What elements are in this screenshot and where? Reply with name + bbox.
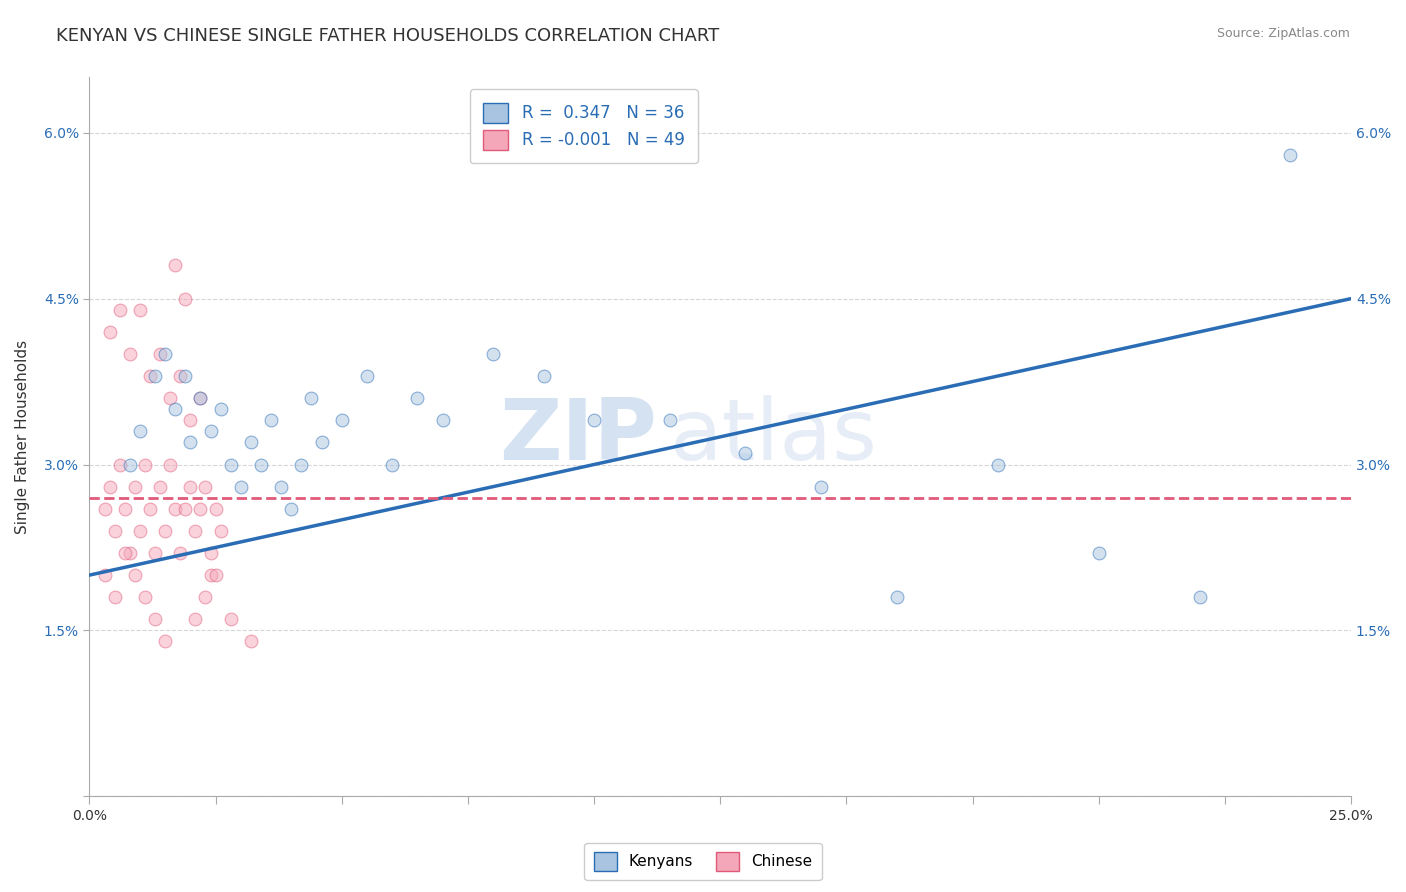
Point [886, 591, 908, 605]
Point [239, 634, 262, 648]
Point [533, 369, 555, 384]
Point [114, 546, 136, 560]
Point [143, 546, 166, 560]
Point [134, 458, 156, 472]
Point [93, 501, 115, 516]
Point [108, 458, 131, 472]
Point [190, 391, 212, 405]
Point [250, 458, 273, 472]
Point [165, 501, 187, 516]
Point [118, 546, 141, 560]
Point [124, 480, 146, 494]
Point [330, 413, 353, 427]
Point [124, 568, 146, 582]
Point [179, 480, 201, 494]
Point [143, 369, 166, 384]
Point [734, 446, 756, 460]
Point [260, 413, 283, 427]
Point [165, 259, 187, 273]
Point [194, 480, 217, 494]
Point [149, 480, 172, 494]
Point [204, 568, 226, 582]
Point [149, 347, 172, 361]
Point [104, 591, 127, 605]
Point [174, 501, 197, 516]
Point [153, 634, 176, 648]
Point [482, 347, 505, 361]
Point [169, 369, 191, 384]
Point [270, 480, 292, 494]
Point [118, 347, 141, 361]
Point [159, 458, 181, 472]
Point [128, 524, 150, 538]
Text: KENYAN VS CHINESE SINGLE FATHER HOUSEHOLDS CORRELATION CHART: KENYAN VS CHINESE SINGLE FATHER HOUSEHOL… [56, 27, 720, 45]
Point [432, 413, 454, 427]
Point [311, 435, 333, 450]
Point [658, 413, 681, 427]
Point [987, 458, 1010, 472]
Point [810, 480, 832, 494]
Legend: R =  0.347   N = 36, R = -0.001   N = 49: R = 0.347 N = 36, R = -0.001 N = 49 [470, 89, 697, 163]
Point [301, 391, 323, 405]
Point [159, 391, 181, 405]
Point [98, 480, 121, 494]
Point [134, 591, 156, 605]
Point [153, 524, 176, 538]
Point [190, 391, 212, 405]
Point [194, 591, 217, 605]
Point [190, 501, 212, 516]
Legend: Kenyans, Chinese: Kenyans, Chinese [585, 843, 821, 880]
Point [139, 369, 162, 384]
Point [139, 501, 162, 516]
Point [200, 425, 222, 439]
Point [169, 546, 191, 560]
Point [114, 501, 136, 516]
Point [98, 325, 121, 339]
Point [356, 369, 378, 384]
Point [128, 302, 150, 317]
Point [174, 369, 197, 384]
Point [184, 524, 207, 538]
Text: Source: ZipAtlas.com: Source: ZipAtlas.com [1216, 27, 1350, 40]
Point [239, 435, 262, 450]
Point [229, 480, 252, 494]
Point [200, 568, 222, 582]
Point [118, 458, 141, 472]
Point [209, 402, 232, 417]
Point [104, 524, 127, 538]
Point [1087, 546, 1109, 560]
Text: atlas: atlas [669, 395, 877, 478]
Point [1279, 148, 1302, 162]
Point [143, 612, 166, 626]
Point [204, 501, 226, 516]
Point [209, 524, 232, 538]
Point [219, 612, 242, 626]
Point [108, 302, 131, 317]
Point [179, 435, 201, 450]
Point [200, 546, 222, 560]
Point [93, 568, 115, 582]
Point [219, 458, 242, 472]
Point [381, 458, 404, 472]
Point [174, 292, 197, 306]
Text: ZIP: ZIP [499, 395, 657, 478]
Point [165, 402, 187, 417]
Y-axis label: Single Father Households: Single Father Households [15, 340, 30, 534]
Point [583, 413, 606, 427]
Point [280, 501, 302, 516]
Point [128, 425, 150, 439]
Point [153, 347, 176, 361]
Point [184, 612, 207, 626]
Point [1188, 591, 1211, 605]
Point [406, 391, 429, 405]
Point [290, 458, 312, 472]
Point [179, 413, 201, 427]
